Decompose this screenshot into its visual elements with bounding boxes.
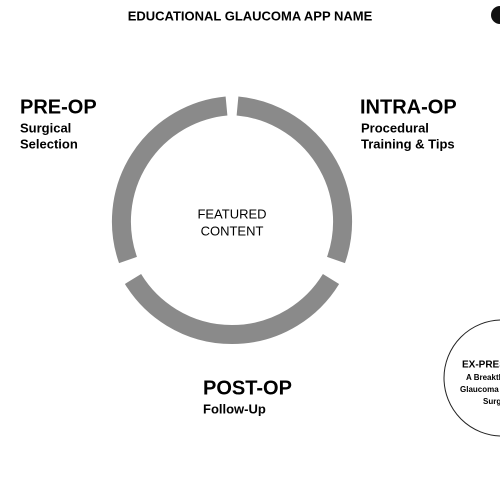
ring-segment-post-op[interactable] bbox=[124, 273, 340, 344]
section-title: POST-OP bbox=[203, 377, 292, 399]
section-subtitle: Training & Tips bbox=[361, 136, 455, 151]
ring bbox=[111, 96, 353, 344]
promo-title: EX-PRES bbox=[462, 360, 500, 371]
section-subtitle: Surgical bbox=[20, 120, 71, 135]
section-title: INTRA-OP bbox=[360, 96, 457, 118]
section-post-op[interactable]: POST-OP Follow-Up bbox=[203, 377, 292, 416]
ring-segment-intra-op[interactable] bbox=[236, 96, 353, 264]
center-label: CONTENT bbox=[201, 223, 264, 238]
promo-text: A Breakth bbox=[466, 373, 500, 382]
section-subtitle: Follow-Up bbox=[203, 401, 266, 416]
ring-segment-pre-op[interactable] bbox=[111, 96, 228, 264]
center-label: FEATURED bbox=[197, 206, 266, 221]
section-title: PRE-OP bbox=[20, 96, 97, 118]
section-subtitle: Procedural bbox=[361, 120, 429, 135]
promo-circle bbox=[443, 319, 500, 437]
promo-text: Glaucoma bbox=[460, 385, 499, 394]
promo-text: Surg bbox=[483, 397, 500, 406]
section-subtitle: Selection bbox=[20, 136, 78, 151]
menu-button[interactable] bbox=[491, 6, 500, 24]
promo-bubble[interactable]: EX-PRES A Breakth Glaucoma Surg bbox=[443, 319, 500, 437]
app-title: EDUCATIONAL GLAUCOMA APP NAME bbox=[128, 8, 373, 23]
section-pre-op[interactable]: PRE-OP Surgical Selection bbox=[20, 96, 97, 151]
section-intra-op[interactable]: INTRA-OP Procedural Training & Tips bbox=[360, 96, 457, 151]
featured-content[interactable]: FEATURED CONTENT bbox=[197, 206, 266, 238]
